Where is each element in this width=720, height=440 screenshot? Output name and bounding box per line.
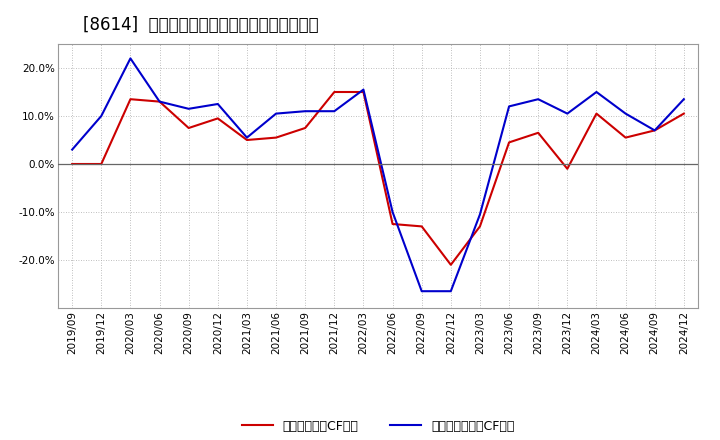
流動負債フリーCF比率: [243, 135, 251, 140]
流動負債営業CF比率: [68, 161, 76, 167]
流動負債フリーCF比率: [359, 87, 368, 92]
流動負債営業CF比率: [680, 111, 688, 116]
Line: 流動負債営業CF比率: 流動負債営業CF比率: [72, 92, 684, 265]
流動負債フリーCF比率: [330, 109, 338, 114]
Legend: 流動負債営業CF比率, 流動負債フリーCF比率: 流動負債営業CF比率, 流動負債フリーCF比率: [236, 414, 520, 437]
流動負債フリーCF比率: [126, 56, 135, 61]
流動負債フリーCF比率: [97, 114, 106, 119]
流動負債フリーCF比率: [621, 111, 630, 116]
流動負債営業CF比率: [126, 96, 135, 102]
流動負債フリーCF比率: [301, 109, 310, 114]
流動負債フリーCF比率: [592, 89, 600, 95]
流動負債フリーCF比率: [446, 289, 455, 294]
流動負債営業CF比率: [563, 166, 572, 172]
流動負債フリーCF比率: [68, 147, 76, 152]
流動負債営業CF比率: [301, 125, 310, 131]
流動負債フリーCF比率: [271, 111, 280, 116]
流動負債営業CF比率: [592, 111, 600, 116]
流動負債フリーCF比率: [680, 96, 688, 102]
流動負債フリーCF比率: [505, 104, 513, 109]
流動負債フリーCF比率: [563, 111, 572, 116]
流動負債フリーCF比率: [156, 99, 164, 104]
流動負債営業CF比率: [418, 224, 426, 229]
流動負債営業CF比率: [271, 135, 280, 140]
流動負債フリーCF比率: [534, 96, 543, 102]
流動負債営業CF比率: [156, 99, 164, 104]
流動負債営業CF比率: [359, 89, 368, 95]
流動負債営業CF比率: [243, 137, 251, 143]
流動負債フリーCF比率: [388, 209, 397, 215]
流動負債営業CF比率: [213, 116, 222, 121]
流動負債営業CF比率: [650, 128, 659, 133]
流動負債フリーCF比率: [476, 212, 485, 217]
Line: 流動負債フリーCF比率: 流動負債フリーCF比率: [72, 59, 684, 291]
流動負債営業CF比率: [505, 140, 513, 145]
流動負債フリーCF比率: [184, 106, 193, 111]
流動負債営業CF比率: [97, 161, 106, 167]
流動負債営業CF比率: [388, 221, 397, 227]
流動負債営業CF比率: [184, 125, 193, 131]
流動負債営業CF比率: [330, 89, 338, 95]
流動負債営業CF比率: [621, 135, 630, 140]
流動負債フリーCF比率: [418, 289, 426, 294]
流動負債営業CF比率: [446, 262, 455, 268]
流動負債フリーCF比率: [650, 128, 659, 133]
流動負債営業CF比率: [476, 224, 485, 229]
Text: [8614]  流動負債キャッシュフロー比率の推移: [8614] 流動負債キャッシュフロー比率の推移: [84, 16, 319, 34]
流動負債営業CF比率: [534, 130, 543, 136]
流動負債フリーCF比率: [213, 101, 222, 106]
